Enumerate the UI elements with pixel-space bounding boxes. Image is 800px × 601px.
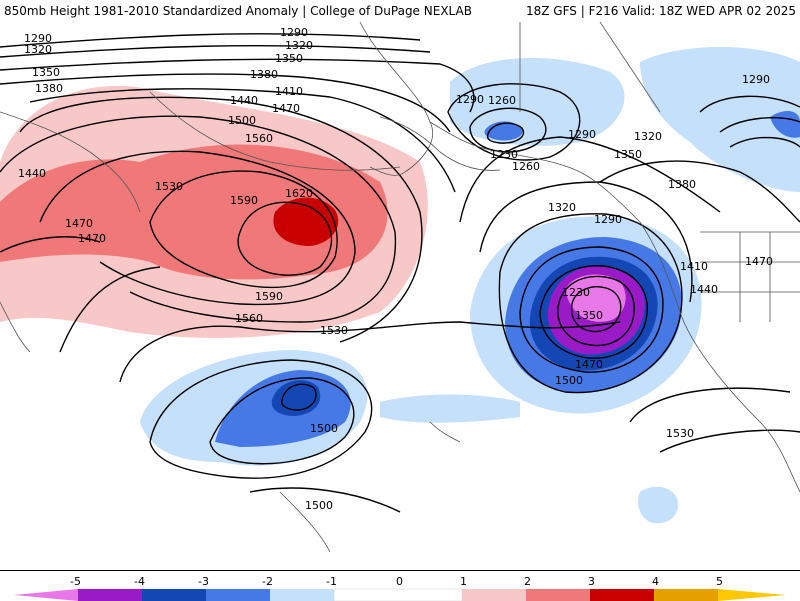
contour-label: 1320 [24,43,52,56]
legend-swatch-pos1 [462,589,526,601]
legend-swatch-pos2 [526,589,590,601]
contour-label: 1290 [568,128,596,141]
contour-label: 1470 [65,217,93,230]
legend-swatch-neg2 [206,589,270,601]
contour-label: 1230 [490,148,518,161]
contour-label: 1380 [250,68,278,81]
legend-tick: 3 [588,575,595,588]
legend-tick: 5 [716,575,723,588]
contour-label: 1560 [235,312,263,325]
legend-tick: -1 [326,575,337,588]
contour-label: 1470 [575,358,603,371]
contour-label: 1380 [35,82,63,95]
contour-label: 1500 [228,114,256,127]
contour-label: 1500 [310,422,338,435]
positive-anomaly-3 [273,197,339,246]
legend-tick: -5 [70,575,81,588]
legend-swatch-pos4 [654,589,718,601]
contour-label: 1350 [275,52,303,65]
contour-label: 1470 [272,102,300,115]
contour-label: 1440 [230,94,258,107]
anomaly-legend: -5 -4 -3 -2 -1 0 1 2 3 4 5 [0,570,800,601]
legend-ticks: -5 -4 -3 -2 -1 0 1 2 3 4 5 [70,575,723,588]
contour-label: 1350 [614,148,642,161]
map-title: 850mb Height 1981-2010 Standardized Anom… [4,4,472,18]
anomaly-map: 1290 1320 1290 1320 1350 1350 1380 1380 … [0,22,800,570]
legend-colorbar [14,588,786,601]
contour-labels: 1290 1320 1290 1320 1350 1350 1380 1380 … [18,26,773,512]
contour-label: 1260 [488,94,516,107]
contour-label: 1290 [280,26,308,39]
anomaly-fills [0,47,800,524]
contour-label: 1320 [285,39,313,52]
contour-label: 1290 [594,213,622,226]
legend-swatch-neg3 [142,589,206,601]
contour-label: 1350 [575,309,603,322]
contour-label: 1380 [668,178,696,191]
contour-label: 1260 [512,160,540,173]
contour-label: 1440 [690,283,718,296]
contour-label: 1320 [634,130,662,143]
legend-tick: 2 [524,575,531,588]
contour-label: 1530 [320,324,348,337]
legend-swatch-pos3 [590,589,654,601]
contour-label: 1470 [78,232,106,245]
contour-label: 1620 [285,187,313,200]
contour-label: 1530 [666,427,694,440]
height-contours [0,33,800,513]
contour-label: 1530 [155,180,183,193]
contour-label: 1320 [548,201,576,214]
contour-label: 1290 [24,32,52,45]
legend-tick: -3 [198,575,209,588]
legend-tick: -4 [134,575,145,588]
negative-anomaly-8 [565,274,626,322]
coastlines [0,22,800,553]
contour-label: 1500 [305,499,333,512]
contour-label: 1410 [680,260,708,273]
contour-label: 1230 [562,286,590,299]
legend-swatch-neg4 [78,589,142,601]
legend-tick: 4 [652,575,659,588]
contour-label: 1440 [18,167,46,180]
legend-tick: 1 [460,575,467,588]
contour-label: 1410 [275,85,303,98]
contour-label: 1500 [555,374,583,387]
positive-anomaly-2 [0,144,388,280]
legend-tick: -2 [262,575,273,588]
contour-label: 1290 [742,73,770,86]
contour-label: 1290 [456,93,484,106]
contour-label: 1560 [245,132,273,145]
contour-label: 1350 [32,66,60,79]
contour-label: 1470 [745,255,773,268]
legend-swatch-neg5 [14,589,78,601]
negative-anomaly-11 [640,47,800,192]
map-canvas: 1290 1320 1290 1320 1350 1350 1380 1380 … [0,22,800,553]
contour-label: 1590 [230,194,258,207]
model-run-info: 18Z GFS | F216 Valid: 18Z WED APR 02 202… [525,4,796,18]
contour-label: 1590 [255,290,283,303]
legend-swatch-neg1 [270,589,334,601]
legend-swatch-zero [333,588,463,601]
legend-tick: 0 [396,575,403,588]
legend-swatch-pos5 [718,589,786,601]
map-header: 850mb Height 1981-2010 Standardized Anom… [0,0,800,23]
